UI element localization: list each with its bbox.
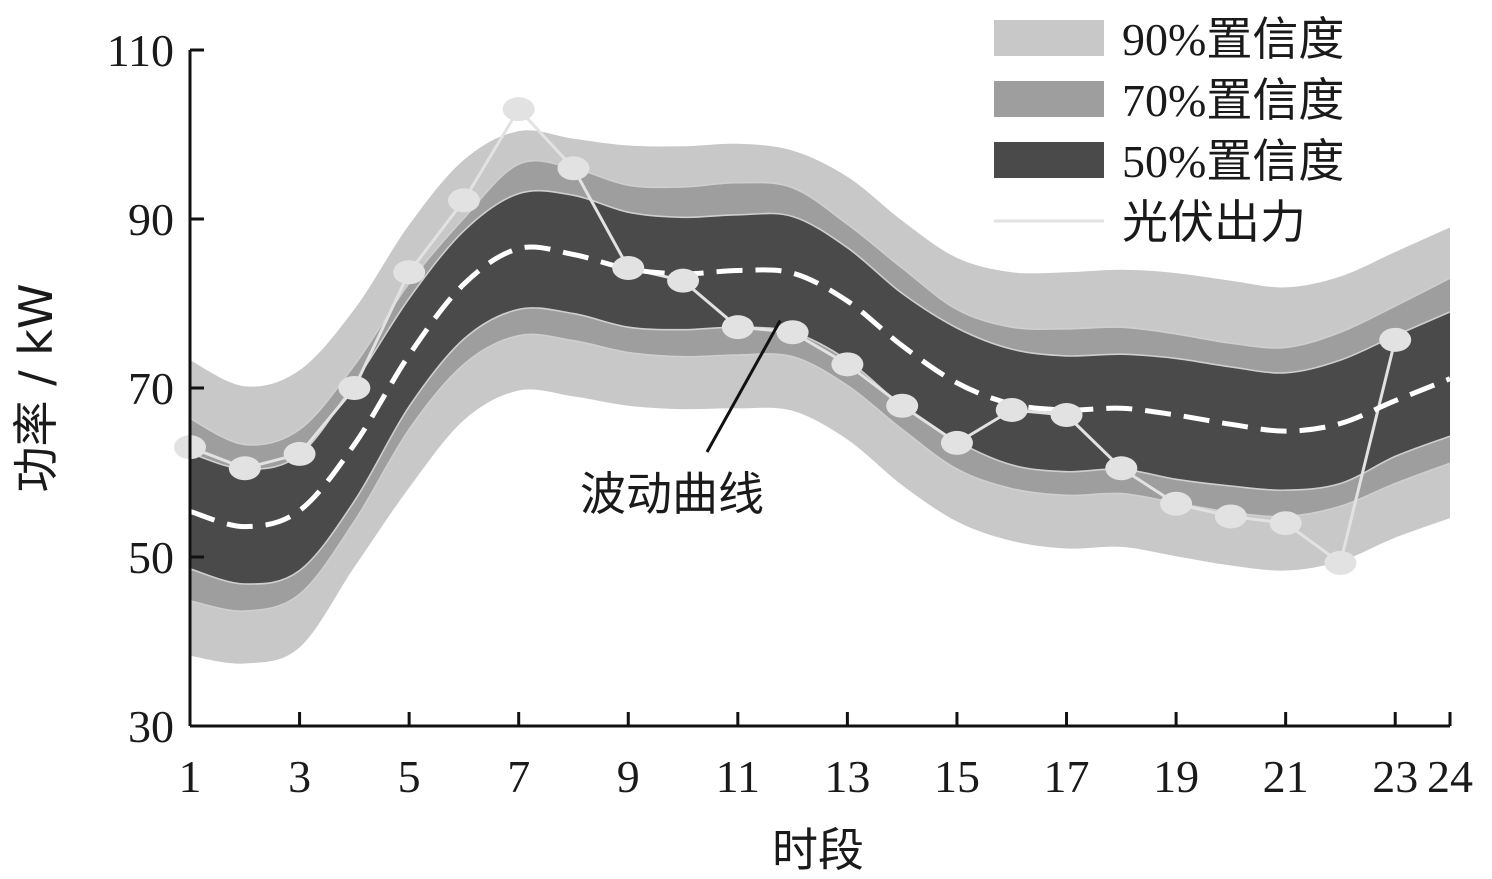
x-tick-label: 11 (716, 751, 760, 802)
pv-output-point (886, 393, 919, 418)
legend-swatch (994, 81, 1104, 117)
pv-output-point (1324, 550, 1357, 575)
legend-label: 70%置信度 (1122, 75, 1344, 126)
pv-output-point (721, 315, 754, 340)
x-tick-label: 9 (617, 751, 640, 802)
annotation-pointer (705, 319, 782, 453)
pv-output-point (612, 256, 645, 281)
legend-swatch (994, 142, 1104, 178)
x-tick-label: 7 (507, 751, 530, 802)
pv-output-point (940, 430, 973, 455)
pv-output-point (283, 441, 316, 466)
annotation: 波动曲线 (580, 319, 782, 521)
band-2 (190, 190, 1450, 585)
pv-output-point (1379, 327, 1412, 352)
y-axis-title: 功率 / kW (9, 284, 63, 493)
x-tick-label: 24 (1427, 751, 1473, 802)
dashed-curve (189, 244, 1451, 530)
legend-swatch (994, 20, 1104, 56)
x-tick-label: 5 (398, 751, 421, 802)
pv-output-point (557, 156, 590, 181)
pv-output-point (1269, 511, 1302, 536)
pv-output-point (1050, 403, 1083, 428)
y-tick-label: 70 (128, 363, 174, 414)
y-tick-label: 110 (107, 25, 174, 76)
pv-output-point (1214, 504, 1247, 529)
y-tick-label: 30 (128, 701, 174, 752)
y-tick-label: 50 (128, 532, 174, 583)
pv-output-point (831, 352, 864, 377)
x-tick-label: 1 (179, 751, 202, 802)
legend-label: 90%置信度 (1122, 14, 1344, 65)
pv-output-point (393, 260, 426, 285)
pv-output-point (667, 268, 700, 293)
x-axis-title: 时段 (772, 823, 864, 877)
pv-output-point (1160, 491, 1193, 516)
pv-output-point (447, 188, 480, 213)
x-tick-label: 23 (1372, 751, 1418, 802)
y-tick-label: 90 (128, 194, 174, 245)
x-tick-label: 19 (1153, 751, 1199, 802)
pv-output-point (228, 456, 261, 481)
x-tick-label: 17 (1044, 751, 1090, 802)
pv-output-point (502, 97, 535, 122)
annotation-label: 波动曲线 (580, 467, 764, 521)
pv-output-markers (174, 97, 1412, 575)
x-tick-label: 21 (1263, 751, 1309, 802)
x-tick-label: 15 (934, 751, 980, 802)
pv-output-point (995, 397, 1028, 422)
x-tick-label: 3 (288, 751, 311, 802)
band-2-upper-edge (189, 189, 1451, 470)
x-tick-label: 13 (824, 751, 870, 802)
pv-output-point (1105, 456, 1138, 481)
pv-output-point (776, 320, 809, 345)
legend-label: 光伏出力 (1122, 197, 1306, 248)
legend-label: 50%置信度 (1122, 136, 1344, 187)
pv-output-point (338, 376, 371, 400)
